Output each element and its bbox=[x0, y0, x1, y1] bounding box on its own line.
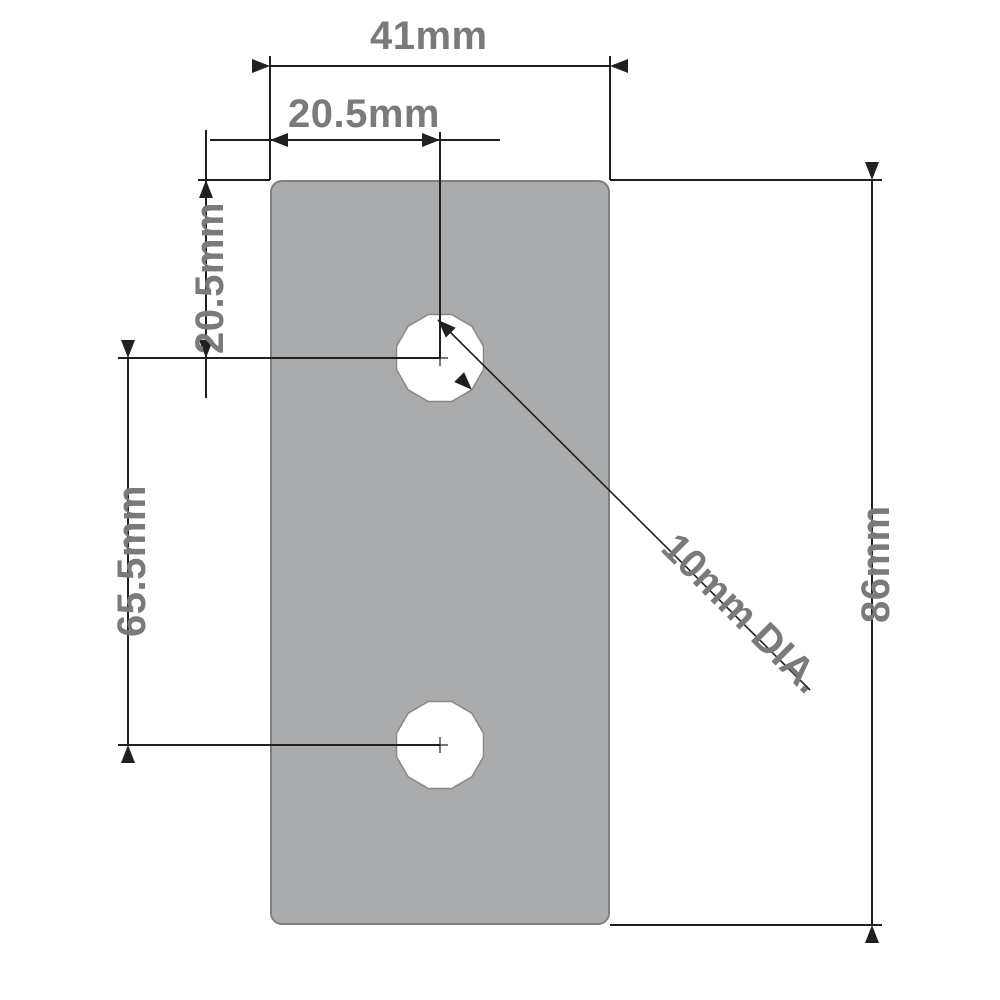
dim-width-full-label: 41mm bbox=[370, 14, 488, 59]
dim-height-full-label: 86mm bbox=[854, 505, 899, 623]
drawing-stage: 41mm 20.5mm 86mm 65.5mm 20.5mm 10mm DIA. bbox=[0, 0, 1000, 1000]
dim-hole-from-top-label: 20.5mm bbox=[188, 202, 233, 354]
dim-hole-to-hole-label: 65.5mm bbox=[110, 485, 155, 637]
dim-width-half-label: 20.5mm bbox=[288, 92, 440, 137]
